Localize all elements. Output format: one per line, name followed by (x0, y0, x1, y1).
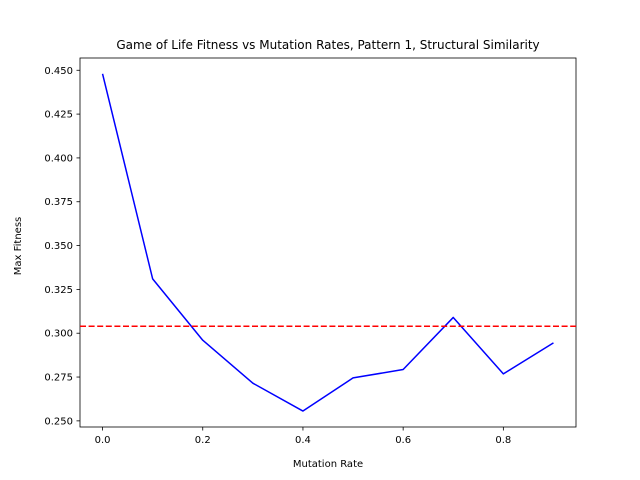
x-tick-label: 0.0 (95, 435, 111, 446)
y-tick-label: 0.375 (44, 197, 73, 208)
y-axis-label: Max Fitness (13, 217, 24, 276)
y-tick-label: 0.250 (44, 416, 73, 427)
y-tick-label: 0.300 (44, 329, 73, 340)
y-tick-label: 0.350 (44, 241, 73, 252)
plot-area: 0.0 0.2 0.4 0.6 0.8 0.250 0.275 0.300 0.325 0.350… (44, 57, 577, 446)
x-tick-label: 0.4 (295, 435, 311, 446)
x-tick-label: 0.2 (195, 435, 211, 446)
x-axis-label: Mutation Rate (293, 459, 363, 470)
chart-title: Game of Life Fitness vs Mutation Rates, … (116, 38, 539, 52)
plot-frame (79, 57, 577, 428)
y-tick-label: 0.400 (44, 153, 73, 164)
series-line (101, 73, 554, 412)
y-tick-label: 0.425 (44, 110, 73, 121)
y-tick-label: 0.325 (44, 285, 73, 296)
y-tick-label: 0.275 (44, 373, 73, 384)
x-tick-label: 0.6 (395, 435, 411, 446)
x-tick-label: 0.8 (495, 435, 511, 446)
y-tick-label: 0.450 (44, 66, 73, 77)
